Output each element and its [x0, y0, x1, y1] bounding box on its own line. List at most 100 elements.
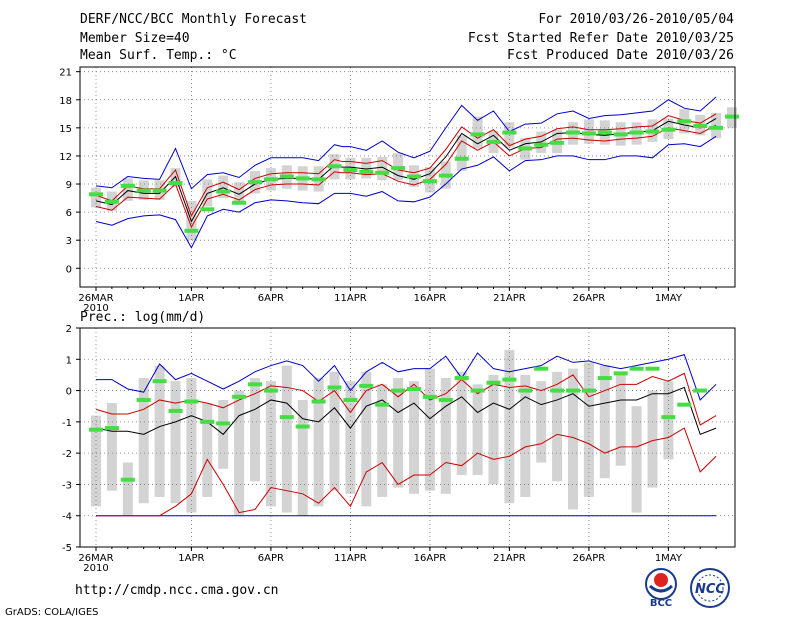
- temp-box: [361, 157, 372, 179]
- prec-box: [440, 378, 451, 494]
- prec-mean-mark: [216, 421, 231, 426]
- temp-mean-mark: [200, 207, 215, 212]
- prec-box: [250, 378, 260, 482]
- temp-xtick-label: 26APR: [573, 293, 606, 304]
- prec-mean-mark: [454, 376, 469, 381]
- ncc-logo: NCC: [690, 568, 730, 608]
- chart-title: DERF/NCC/BCC Monthly Forecast: [80, 12, 307, 27]
- prec-box: [106, 403, 117, 491]
- temp-xtick-label: 26MAR: [78, 293, 113, 304]
- prec-box: [329, 371, 340, 491]
- temp-mean-mark: [391, 166, 406, 171]
- ncc-logo-text: NCC: [695, 582, 725, 597]
- temp-mean-mark: [120, 183, 135, 188]
- prec-mean-mark: [597, 376, 612, 381]
- temp-box: [234, 182, 245, 205]
- source-url[interactable]: http://cmdp.ncc.cma.gov.cn: [75, 583, 279, 598]
- prec-mean-mark: [136, 397, 151, 402]
- temp-mean-mark: [693, 123, 708, 128]
- prec-box: [615, 371, 626, 466]
- prec-mean-mark: [359, 383, 374, 388]
- prec-box: [313, 378, 324, 507]
- prec-ytick-label: -3: [62, 480, 72, 491]
- prec-box: [552, 371, 563, 482]
- temp-mean-mark: [295, 176, 310, 181]
- prec-median-line: [95, 386, 717, 436]
- prec-mean-mark: [104, 426, 119, 431]
- prec-box: [170, 381, 181, 504]
- prec-xtick-sublabel: 2010: [83, 563, 108, 574]
- prec-frame: [79, 327, 736, 548]
- temp-mean-mark: [168, 181, 183, 186]
- prec-box: [234, 390, 245, 516]
- variable-label: Mean Surf. Temp.: °C: [80, 48, 237, 63]
- temp-mean-mark: [613, 132, 628, 137]
- temp-ytick-label: 18: [59, 96, 72, 107]
- prec-ytick-label: 0: [66, 387, 72, 398]
- temp-mean-mark: [279, 174, 294, 179]
- bcc-logo-text: BCC: [650, 598, 672, 608]
- temp-mean-mark: [136, 188, 151, 193]
- temp-xtick-label: 21APR: [493, 293, 526, 304]
- temp-mean-mark: [375, 170, 390, 175]
- prec-xtick-label: 1MAY: [655, 553, 683, 564]
- prec-box: [520, 374, 531, 497]
- prec-ytick-label: 2: [66, 324, 72, 335]
- prec-box: [138, 378, 149, 504]
- prec-mean-mark: [232, 394, 247, 399]
- temp-mean-mark: [343, 167, 358, 172]
- temp-ytick-label: 6: [66, 208, 72, 219]
- prec-xtick-label: 16APR: [414, 553, 447, 564]
- temp-xtick-label: 6APR: [258, 293, 284, 304]
- temp-mean-mark: [422, 179, 437, 184]
- precip-title: Prec.: log(mm/d): [80, 310, 206, 325]
- temp-ytick-label: 12: [59, 152, 72, 163]
- prec-ytick-label: -5: [62, 543, 72, 554]
- prec-mean-mark: [677, 402, 692, 407]
- prec-mean-mark: [438, 397, 453, 402]
- prec-mean-mark: [152, 379, 167, 384]
- prec-box: [361, 371, 372, 507]
- temp-mean-mark: [581, 131, 596, 136]
- prec-ytick-label: 1: [66, 355, 72, 366]
- temp-mean-mark: [359, 169, 374, 174]
- temp-mean-mark: [597, 130, 612, 135]
- prec-box: [583, 362, 594, 497]
- prec-mean-mark: [613, 371, 628, 376]
- prec-box: [122, 462, 133, 516]
- temp-xtick-label: 11APR: [334, 293, 367, 304]
- temp-median-line: [95, 118, 717, 223]
- prec-box: [631, 406, 642, 513]
- temp-ytick-label: 15: [59, 124, 72, 135]
- temp-box: [504, 122, 515, 148]
- temp-mean-mark: [725, 114, 739, 119]
- temp-mean-mark: [152, 188, 167, 193]
- prec-mean-mark: [120, 477, 135, 482]
- prec-mean-mark: [248, 382, 262, 387]
- prec-mean-mark: [295, 424, 310, 429]
- prec-mean-mark: [550, 388, 565, 393]
- prec-box: [281, 365, 292, 513]
- prec-box: [504, 349, 515, 504]
- prec-box: [297, 399, 308, 516]
- temp-mean-mark: [89, 192, 103, 197]
- prec-mean-mark: [279, 415, 294, 420]
- grads-credit: GrADS: COLA/IGES: [5, 607, 99, 618]
- prec-box: [377, 384, 388, 497]
- prec-box: [186, 378, 197, 513]
- temp-mean-mark: [454, 156, 469, 161]
- temp-ytick-label: 9: [66, 180, 72, 191]
- prec-mean-mark: [311, 399, 326, 404]
- temp-xtick-label: 1MAY: [655, 293, 683, 304]
- prec-mean-mark: [502, 377, 517, 382]
- temp-mean-mark: [645, 129, 660, 134]
- prec-box: [488, 374, 499, 485]
- start-date-label: Fcst Started Refer Date 2010/03/25: [467, 31, 734, 46]
- temp-mean-mark: [263, 177, 278, 182]
- prec-box: [424, 368, 435, 491]
- prec-p75-line: [95, 372, 717, 426]
- prec-box: [154, 365, 165, 497]
- prec-xtick-label: 21APR: [493, 553, 526, 564]
- forecast-period: For 2010/03/26-2010/05/04: [538, 12, 734, 27]
